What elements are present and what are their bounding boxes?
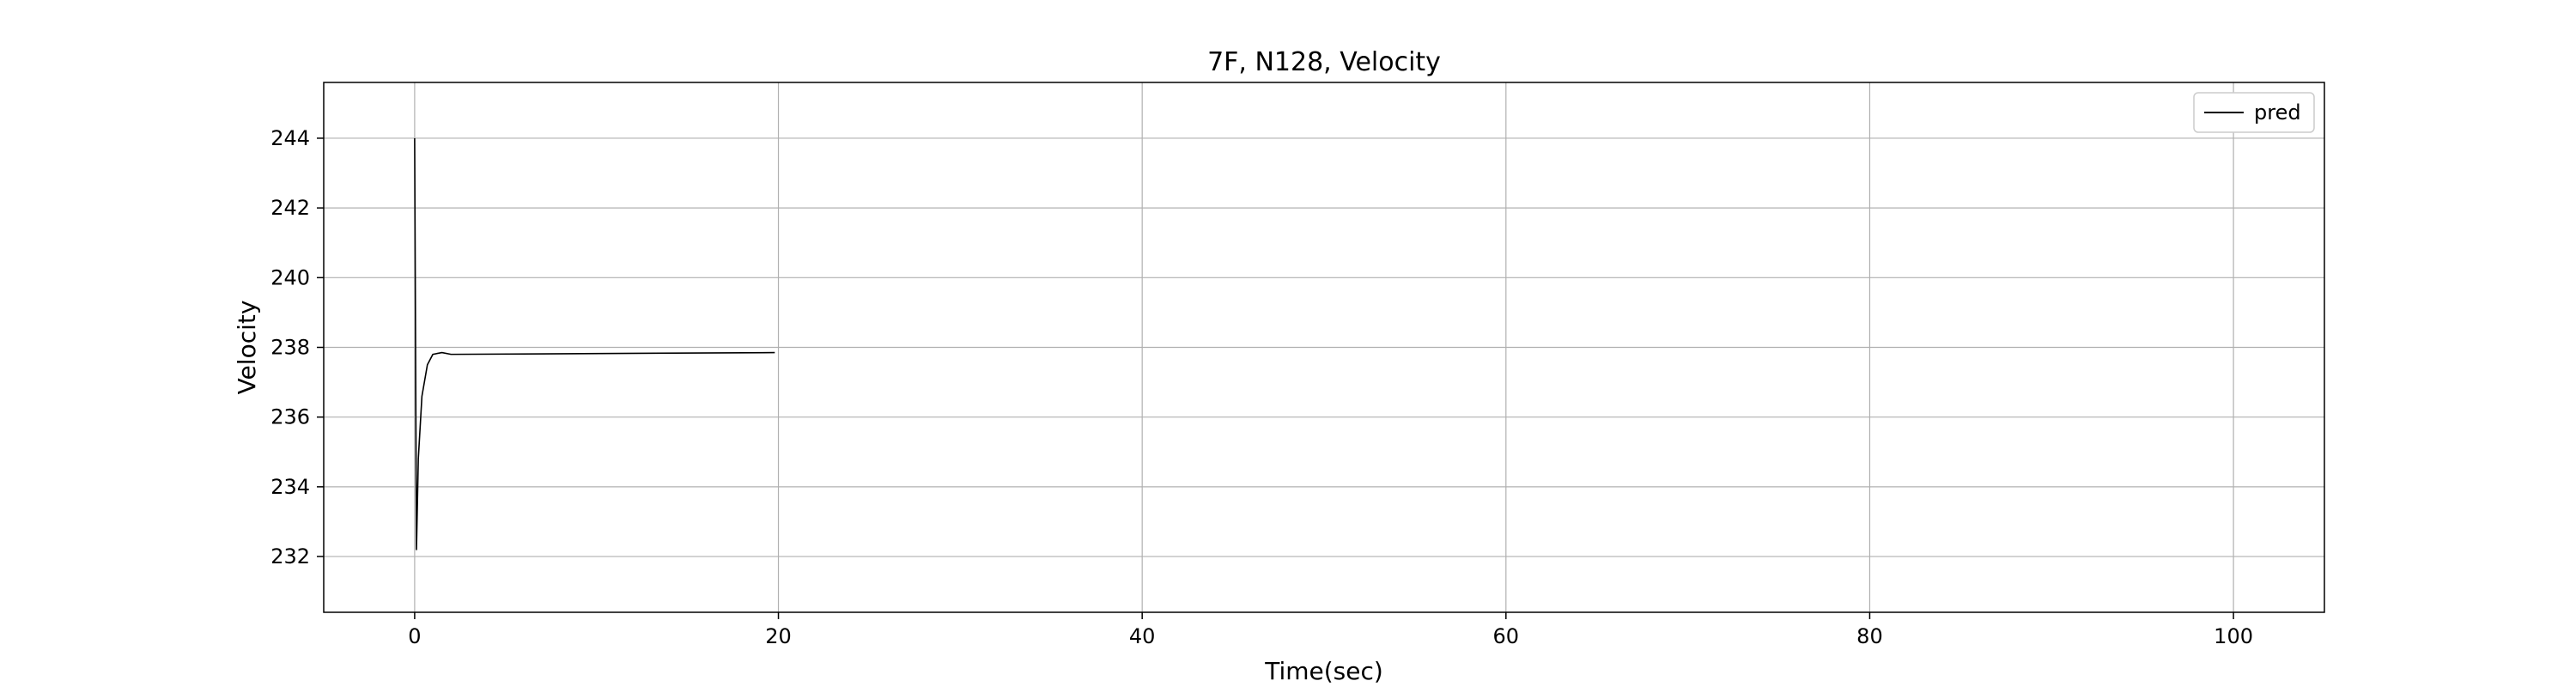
y-tick-label: 238	[270, 336, 310, 360]
x-tick-label: 20	[765, 624, 792, 648]
y-tick-label: 242	[270, 196, 310, 220]
chart-title: 7F, N128, Velocity	[1207, 47, 1441, 77]
legend-box	[2193, 92, 2315, 133]
y-tick-label: 232	[270, 544, 310, 568]
y-axis-ticks: 232 234 236 238 240 242 244	[270, 126, 324, 568]
x-tick-label: 80	[1856, 624, 1883, 648]
y-tick-label: 236	[270, 405, 310, 429]
x-tick-label: 0	[408, 624, 421, 648]
grid	[324, 82, 2324, 612]
x-tick-label: 60	[1493, 624, 1520, 648]
y-tick-label: 240	[270, 265, 310, 289]
x-tick-label: 100	[2214, 624, 2253, 648]
legend-label-pred: pred	[2254, 100, 2301, 125]
y-tick-label: 234	[270, 475, 310, 499]
y-axis-label: Velocity	[233, 301, 261, 395]
series-line-pred	[414, 137, 775, 550]
x-tick-label: 40	[1129, 624, 1156, 648]
y-tick-label: 244	[270, 126, 310, 150]
series-layer	[414, 137, 775, 550]
legend: pred	[2193, 92, 2315, 133]
x-axis-label: Time(sec)	[1264, 657, 1383, 685]
x-axis-ticks: 0 20 40 60 80 100	[408, 612, 2253, 648]
